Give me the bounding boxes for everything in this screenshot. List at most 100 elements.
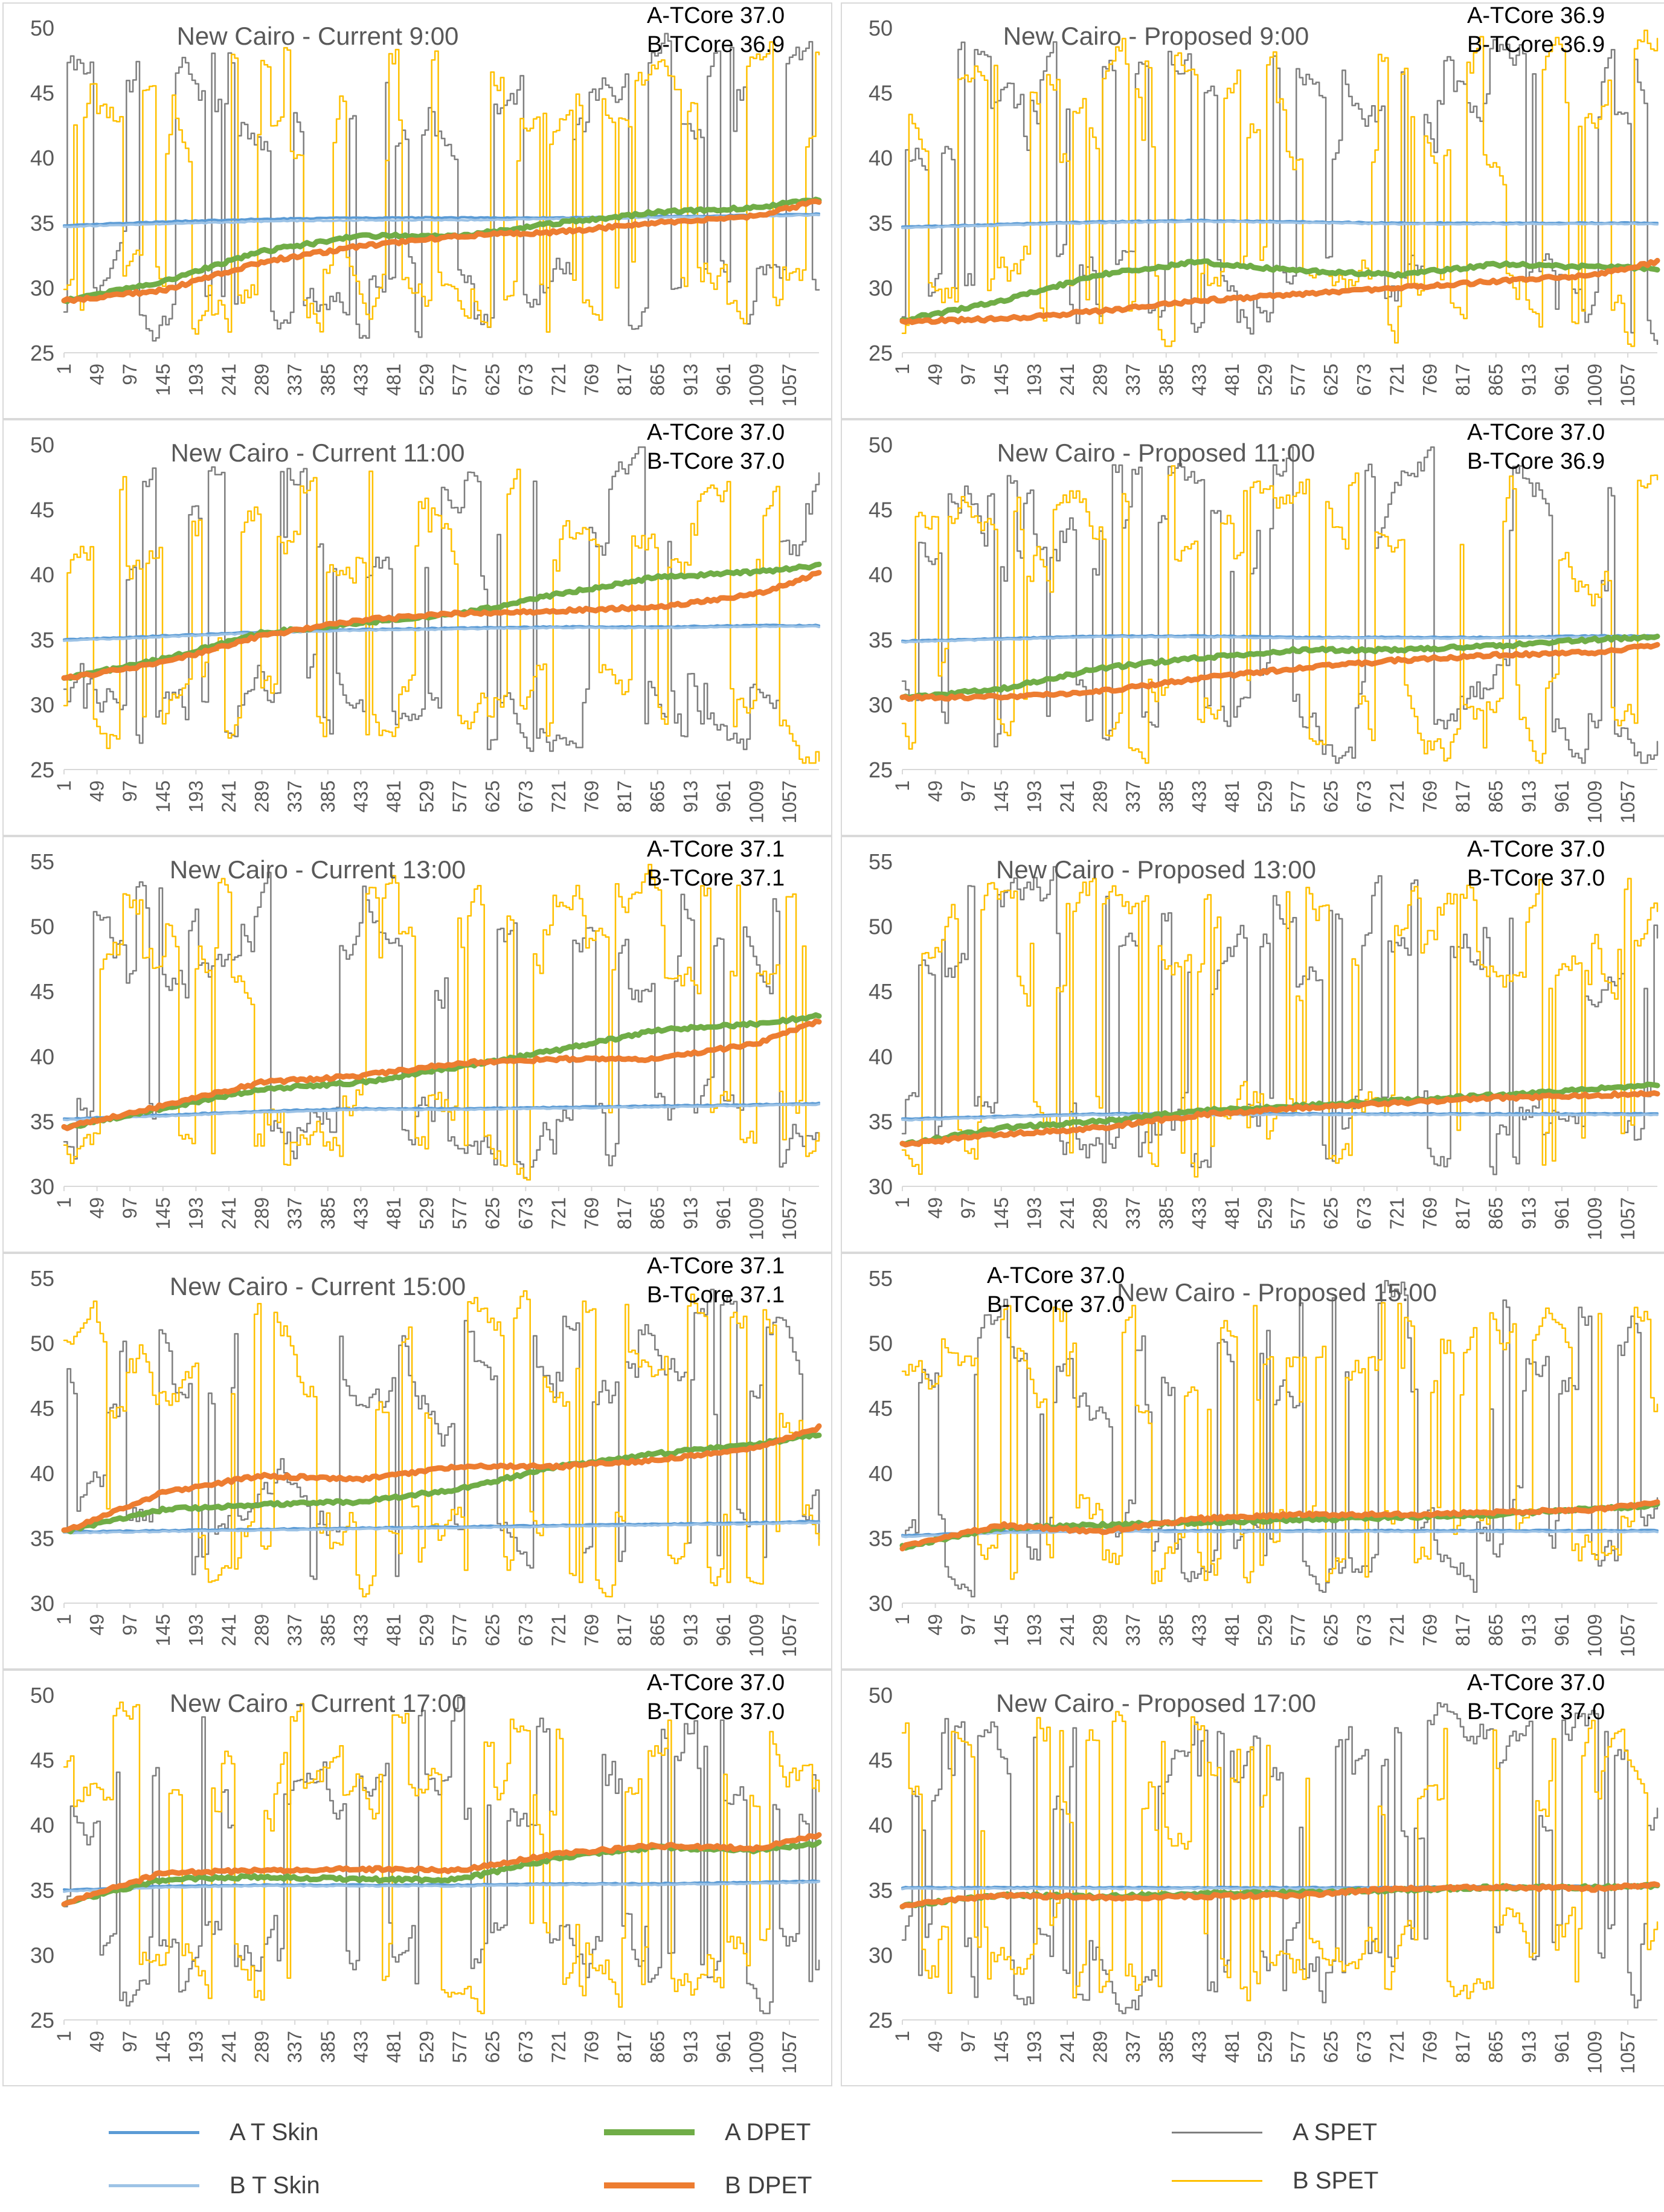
series-line-b-spet: [63, 1701, 820, 2014]
chart-svg: 25 30 35 40 45 50 1 49 97 145 193 241 289 337 385 433 48…: [30, 420, 822, 823]
chart-svg: 30 35 40 45 50 55 1 49 97 145 193 241 289 337 385 433 48…: [869, 1263, 1660, 1657]
series-line-b-spet: [901, 878, 1659, 1178]
x-tick-label: 625: [1320, 364, 1342, 396]
x-tick-label: 385: [1155, 1197, 1177, 1229]
y-tick-label: 50: [869, 915, 893, 939]
x-tick-label: 241: [218, 780, 240, 812]
legend-swatch-b-spet: [1172, 2179, 1262, 2182]
series-line-a-spet: [63, 1288, 820, 1580]
x-tick-label: 145: [991, 1614, 1012, 1646]
x-tick-label: 1009: [1584, 1614, 1605, 1657]
b-tcore-label: B-TCore 37.0: [647, 449, 785, 474]
series-line-a-spet: [63, 33, 820, 342]
x-tick-label: 625: [482, 1197, 504, 1229]
chart-svg: 30 35 40 45 50 55 1 49 97 145 193 241 289 337 385 433 48…: [869, 837, 1660, 1240]
x-tick-label: 529: [1254, 364, 1276, 396]
x-tick-label: 337: [284, 2031, 306, 2063]
series-line-b-t-skin: [63, 1521, 820, 1535]
b-tcore-label: B-TCore 37.0: [987, 1292, 1125, 1317]
x-tick-label: 625: [1320, 780, 1342, 812]
x-tick-label: 385: [1155, 2031, 1177, 2063]
x-tick-label: 97: [119, 1614, 141, 1636]
x-tick-label: 1009: [745, 2031, 767, 2074]
x-tick-label: 673: [1353, 364, 1375, 396]
x-tick-label: 961: [713, 2031, 734, 2063]
x-tick-label: 337: [1122, 2031, 1144, 2063]
chart-title: New Cairo - Current 9:00: [177, 22, 459, 50]
x-tick-label: 625: [1320, 2031, 1342, 2063]
x-tick-label: 145: [152, 364, 174, 396]
x-tick-label: 241: [218, 1197, 240, 1229]
x-tick-label: 673: [515, 1197, 536, 1229]
y-tick-label: 45: [869, 81, 893, 106]
x-tick-label: 817: [1452, 1614, 1474, 1646]
x-tick-label: 1: [891, 364, 913, 375]
a-tcore-label: A-TCore 37.0: [1467, 837, 1605, 862]
x-tick-label: 961: [713, 1197, 734, 1229]
x-tick-label: 673: [1353, 1197, 1375, 1229]
x-tick-label: 49: [86, 780, 108, 802]
series-line-a-dpet: [61, 1431, 822, 1535]
chart-svg: 25 30 35 40 45 50 1 49 97 145 193 241 289 337 385 433 48…: [30, 4, 822, 407]
y-tick-label: 35: [869, 1526, 893, 1551]
legend-swatch-a-t-skin: [109, 2130, 199, 2134]
x-tick-label: 1009: [1584, 2031, 1605, 2074]
y-tick-label: 50: [869, 1683, 893, 1708]
x-tick-label: 865: [1485, 2031, 1507, 2063]
y-tick-label: 45: [869, 979, 893, 1004]
x-tick-label: 721: [548, 1614, 570, 1646]
x-tick-label: 289: [251, 1197, 273, 1229]
x-tick-label: 1: [53, 2031, 75, 2042]
x-tick-label: 481: [1221, 2031, 1243, 2063]
x-tick-label: 241: [1056, 780, 1078, 812]
a-tcore-label: A-TCore 37.0: [647, 1671, 785, 1696]
x-tick-label: 481: [1221, 1197, 1243, 1229]
x-tick-label: 193: [185, 1197, 207, 1229]
series-line-b-dpet: [899, 1499, 1660, 1552]
x-tick-label: 625: [1320, 1197, 1342, 1229]
chart-panel-new-cairo-proposed-13-00: 30 35 40 45 50 55 1 49 97 145 193 241 289 337 385 433 48…: [841, 836, 1664, 1253]
chart-title: New Cairo - Current 17:00: [170, 1689, 466, 1717]
x-tick-label: 193: [1023, 364, 1045, 396]
x-tick-label: 577: [449, 1614, 471, 1646]
x-tick-label: 433: [350, 364, 371, 396]
x-tick-label: 49: [86, 1197, 108, 1219]
x-tick-label: 385: [1155, 364, 1177, 396]
x-tick-label: 145: [152, 2031, 174, 2063]
y-tick-label: 30: [30, 1174, 54, 1199]
x-tick-label: 913: [679, 1197, 701, 1229]
legend-item-b-spet: B SPET: [1172, 2162, 1378, 2199]
y-tick-label: 40: [30, 562, 54, 587]
a-tcore-label: A-TCore 37.0: [987, 1263, 1125, 1288]
x-tick-label: 577: [1287, 364, 1309, 396]
chart-panel-new-cairo-current-9-00: 25 30 35 40 45 50 1 49 97 145 193 241 289 337 385 433 48…: [2, 2, 832, 419]
x-tick-label: 481: [383, 2031, 405, 2063]
chart-title: New Cairo - Proposed 15:00: [1117, 1278, 1437, 1307]
x-tick-label: 97: [957, 780, 979, 802]
x-tick-label: 337: [1122, 780, 1144, 812]
x-tick-label: 721: [1386, 364, 1408, 396]
series-line-b-dpet: [61, 1423, 822, 1533]
y-tick-label: 40: [30, 1461, 54, 1486]
y-tick-label: 45: [30, 979, 54, 1004]
x-tick-label: 913: [679, 364, 701, 396]
x-tick-label: 817: [614, 364, 635, 396]
x-tick-label: 385: [317, 2031, 339, 2063]
x-tick-label: 385: [317, 364, 339, 396]
x-tick-label: 49: [925, 1614, 946, 1636]
x-tick-label: 145: [152, 1614, 174, 1646]
chart-panel-new-cairo-current-15-00: 30 35 40 45 50 55 1 49 97 145 193 241 289 337 385 433 48…: [2, 1253, 832, 1670]
x-tick-label: 49: [925, 2031, 946, 2053]
x-tick-label: 481: [383, 1614, 405, 1646]
y-tick-label: 25: [869, 757, 893, 782]
x-tick-label: 913: [1518, 2031, 1540, 2063]
x-tick-label: 1009: [745, 780, 767, 823]
x-tick-label: 97: [957, 364, 979, 385]
y-tick-label: 25: [30, 2008, 54, 2033]
series-line-b-t-skin: [63, 1103, 820, 1122]
x-tick-label: 337: [284, 1197, 306, 1229]
chart-title: New Cairo - Current 11:00: [170, 439, 464, 467]
b-tcore-label: B-TCore 37.1: [647, 866, 785, 891]
x-tick-label: 721: [548, 2031, 570, 2063]
x-tick-label: 193: [1023, 1614, 1045, 1646]
